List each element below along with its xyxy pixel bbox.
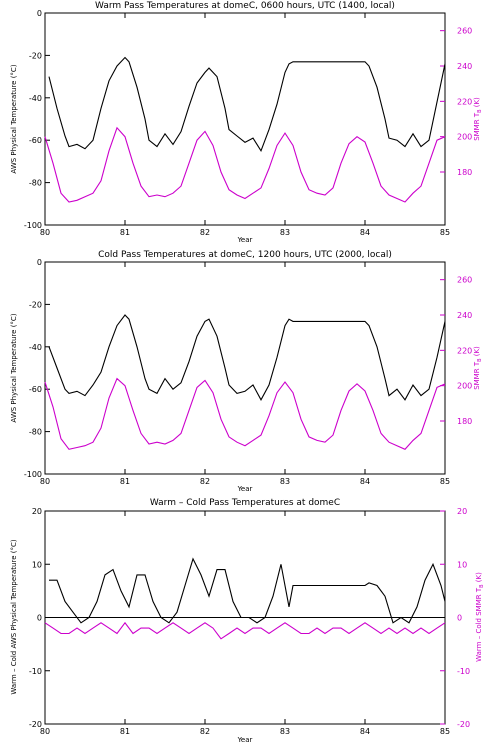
y-tick-label: -100 [24,470,42,479]
y-tick-label: 0 [37,9,42,18]
chart-cold-pass: Cold Pass Temperatures at domeC, 1200 ho… [10,250,483,493]
chart-title: Cold Pass Temperatures at domeC, 1200 ho… [98,250,392,260]
y2-axis-label-sub: B [477,358,483,362]
x-tick-label: 80 [40,477,50,486]
y2-tick-label: 240 [457,311,472,320]
x-tick-label: 85 [440,228,450,237]
plot-frame [44,261,446,475]
x-tick-label: 82 [200,477,210,486]
series-group [44,557,446,640]
y2-tick-label: 180 [457,168,472,177]
y-tick-labels: 0 -20 -40 -60 -80 -100 [24,9,50,230]
y2-axis-label-unit: (K) [473,97,481,110]
y2-tick-label: -10 [457,667,470,676]
aws-series-line [48,56,446,153]
aws-series-line [48,314,446,401]
y-tick-label: -60 [29,136,42,145]
x-tick-label: 83 [280,727,290,736]
x-tick-labels: 80 81 82 83 84 85 [40,13,450,237]
y-tick-labels: 0 -20 -40 -60 -80 -100 [24,258,50,479]
y2-tick-label: 10 [457,560,467,569]
y-tick-label: -80 [29,428,42,437]
y2-tick-label: 20 [457,507,467,516]
y2-tick-label: 180 [457,417,472,426]
x-tick-label: 84 [360,228,370,237]
y2-tick-label: 200 [457,133,472,142]
y2-tick-labels: 260 240 220 200 180 [440,276,472,426]
aws-series-line [49,557,446,624]
y-tick-label: -20 [29,720,42,729]
y-tick-label: -60 [29,385,42,394]
y2-axis-label-sub: B [479,584,485,588]
y-axis-label: Warm – Cold AWS Physical Temperature (°C… [10,539,18,694]
y2-axis-label-unit: (K) [475,572,483,585]
y2-tick-label: 240 [457,62,472,71]
x-tick-label: 81 [120,228,130,237]
x-tick-label: 85 [440,727,450,736]
chart-title: Warm – Cold Pass Temperatures at domeC [150,498,340,508]
y-tick-label: 20 [32,507,42,516]
x-tick-labels: 80 81 82 83 84 85 [40,262,450,486]
y-tick-label: -80 [29,179,42,188]
y2-axis-label-unit: (K) [473,346,481,359]
y-tick-label: -10 [29,667,42,676]
y-tick-label: -40 [29,343,42,352]
y-tick-label: 10 [32,560,42,569]
y-tick-label: 0 [37,258,42,267]
smmr-series-line [44,621,446,640]
y-axis-label: AWS Physical Temperature (°C) [10,64,18,173]
y2-tick-label: -20 [457,720,470,729]
y2-axis-label: Warm – Cold SMMR TB (K) [475,572,485,662]
x-tick-label: 84 [360,727,370,736]
y-tick-labels: 20 10 0 -10 -20 [29,507,50,729]
y2-tick-label: 0 [457,614,462,623]
series-group [44,314,446,450]
smmr-series-line [44,126,446,203]
y2-tick-label: 260 [457,276,472,285]
y2-tick-label: 260 [457,27,472,36]
x-tick-label: 81 [120,727,130,736]
y2-tick-label: 220 [457,346,472,355]
series-group [44,56,446,203]
x-tick-labels: 80 81 82 83 84 85 [40,511,450,736]
y-axis-label: AWS Physical Temperature (°C) [10,313,18,422]
y-tick-label: -20 [29,51,42,60]
x-tick-label: 85 [440,477,450,486]
y2-axis-label-main: SMMR T [473,361,481,390]
y2-tick-labels: 260 240 220 200 180 [440,27,472,177]
x-tick-label: 84 [360,477,370,486]
y2-axis-label-main: SMMR T [473,112,481,141]
x-tick-label: 80 [40,727,50,736]
x-tick-label: 83 [280,228,290,237]
y2-axis-label: SMMR TB (K) [473,97,483,141]
x-tick-label: 82 [200,727,210,736]
x-tick-label: 83 [280,477,290,486]
y2-tick-label: 220 [457,97,472,106]
chart-warm-minus-cold: Warm – Cold Pass Temperatures at domeC 8… [10,498,485,744]
y2-axis-label-main: Warm – Cold SMMR T [475,587,483,662]
y2-axis-label-sub: B [477,109,483,113]
y2-axis-label: SMMR TB (K) [473,346,483,390]
plot-frame [44,12,446,226]
smmr-series-line [44,377,446,450]
y-tick-label: 0 [37,614,42,623]
chart-warm-pass: Warm Pass Temperatures at domeC, 0600 ho… [10,1,483,244]
y-tick-label: -40 [29,94,42,103]
x-axis-label: Year [237,236,253,244]
x-axis-label: Year [237,485,253,493]
x-tick-label: 80 [40,228,50,237]
x-tick-label: 81 [120,477,130,486]
chart-title: Warm Pass Temperatures at domeC, 0600 ho… [95,1,395,11]
x-axis-label: Year [237,736,253,744]
x-tick-label: 82 [200,228,210,237]
y2-tick-label: 200 [457,382,472,391]
y-tick-label: -100 [24,221,42,230]
y-tick-label: -20 [29,300,42,309]
